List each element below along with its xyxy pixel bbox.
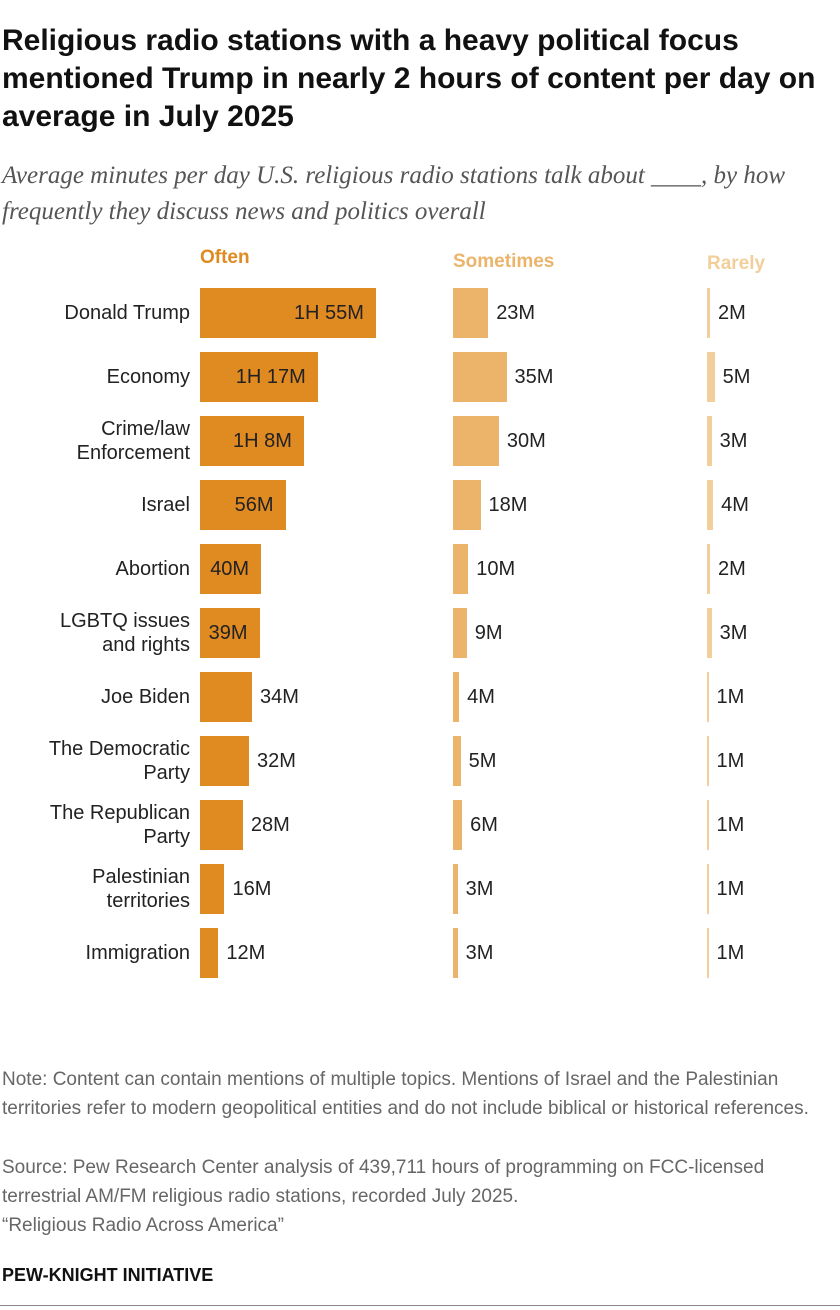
bar (453, 864, 458, 914)
bar (707, 672, 709, 722)
value-label: 1M (716, 686, 745, 708)
bar (453, 480, 481, 530)
bar (453, 736, 461, 786)
bar (707, 544, 711, 594)
value-label: 35M (514, 366, 554, 388)
value-label: 56M (234, 494, 274, 516)
value-label: 10M (476, 558, 516, 580)
value-label: 1M (716, 814, 745, 836)
legend-label: Sometimes (453, 251, 555, 272)
value-label: 6M (470, 814, 498, 836)
value-label: 34M (260, 686, 299, 708)
note: Note: Content can contain mentions of mu… (2, 1069, 809, 1119)
value-label: 2M (718, 302, 746, 324)
bar (707, 736, 709, 786)
credit: PEW-KNIGHT INITIATIVE (2, 1265, 214, 1285)
bar (453, 672, 460, 722)
bar (200, 480, 286, 530)
bar (453, 352, 507, 402)
bar (453, 608, 467, 658)
bar (707, 352, 715, 402)
value-label: 1M (716, 878, 745, 900)
rule (0, 1305, 840, 1306)
bar (200, 864, 225, 914)
bar (707, 928, 709, 978)
value-label: 3M (719, 622, 748, 644)
bar (707, 480, 714, 530)
category-label: LGBTQ issues and rights (59, 610, 190, 656)
bar (200, 288, 376, 338)
bar (453, 800, 463, 850)
value-label: 30M (506, 430, 546, 452)
value-label: 5M (722, 366, 751, 388)
category-label: The Republican Party (49, 802, 190, 848)
bar (453, 544, 469, 594)
value-label: 3M (465, 942, 494, 964)
legend-label: Rarely (707, 253, 766, 274)
bar (453, 416, 499, 466)
category-label: The Democratic Party (48, 738, 190, 784)
source: Source: Pew Research Center analysis of … (2, 1157, 765, 1207)
value-label: 12M (226, 942, 266, 964)
bar (200, 608, 260, 658)
bar (200, 416, 305, 466)
category-label: Palestinian territories (92, 866, 190, 912)
value-label: 3M (719, 430, 748, 452)
bar (707, 608, 712, 658)
legend-label: Often (200, 247, 250, 268)
bar (453, 928, 458, 978)
bar (200, 800, 243, 850)
category-label: Immigration (85, 942, 190, 964)
value-label: 28M (250, 814, 290, 836)
category-label: Joe Biden (101, 686, 190, 708)
value-label: 1H 8M (233, 430, 292, 452)
bar (200, 928, 219, 978)
chart-subtitle: Average minutes per day U.S. religious r… (2, 162, 786, 225)
bar (453, 288, 489, 338)
value-label: 3M (465, 878, 494, 900)
value-label: 9M (474, 622, 503, 644)
value-label: 23M (496, 302, 536, 324)
value-label: 1M (716, 750, 745, 772)
value-label: 16M (232, 878, 272, 900)
value-label: 32M (256, 750, 296, 772)
category-label: Economy (106, 366, 190, 388)
value-label: 18M (488, 494, 528, 516)
bar (200, 672, 253, 722)
value-label: 5M (468, 750, 497, 772)
value-label: 4M (467, 686, 495, 708)
chart-title: Religious radio stations with a heavy po… (2, 24, 816, 133)
bar (200, 352, 318, 402)
bar (707, 416, 712, 466)
value-label: 1M (716, 942, 745, 964)
value-label: 2M (718, 558, 746, 580)
bar (707, 864, 709, 914)
bar (200, 736, 249, 786)
category-label: Crime/law Enforcement (76, 418, 190, 464)
category-label: Israel (141, 494, 190, 516)
category-label: Donald Trump (64, 302, 190, 324)
bar (707, 288, 711, 338)
category-label: Abortion (115, 558, 191, 580)
value-label: 40M (210, 558, 250, 580)
report-title: “Religious Radio Across America” (2, 1215, 284, 1236)
value-label: 1H 17M (235, 366, 306, 388)
value-label: 4M (721, 494, 749, 516)
bar (707, 800, 709, 850)
value-label: 1H 55M (293, 302, 364, 324)
bar (200, 544, 262, 594)
value-label: 39M (208, 622, 248, 644)
